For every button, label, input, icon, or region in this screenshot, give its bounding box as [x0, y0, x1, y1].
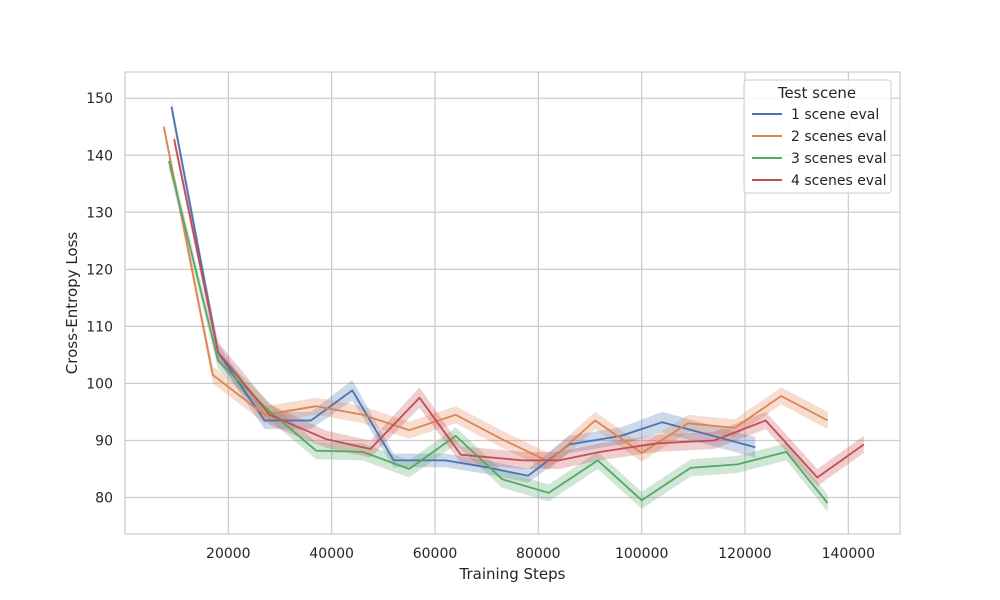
legend-title: Test scene — [777, 84, 856, 102]
x-tick-label: 80000 — [516, 546, 561, 562]
y-tick-label: 100 — [86, 376, 113, 392]
x-tick-label: 60000 — [413, 546, 458, 562]
x-tick-labels: 20000 40000 60000 80000 100000 120000 140000 — [206, 546, 875, 562]
plot-frame — [124, 71, 901, 535]
y-tick-label: 110 — [86, 319, 113, 335]
legend-items: 1 scene eval 2 scenes eval 3 scenes eval 4 … — [752, 107, 887, 189]
series-line-1-scene-eval — [170, 106, 756, 477]
y-tick-label: 80 — [95, 490, 113, 506]
legend-box — [743, 79, 892, 194]
legend: Test scene 1 scene eval 2 scenes eval 3 sc… — [743, 79, 892, 194]
y-tick-labels: 80 90 100 110 120 130 140 150 — [86, 91, 113, 506]
legend-label: 1 scene eval — [791, 107, 879, 123]
ci-band-4-scenes-eval — [174, 133, 864, 487]
x-axis-title: Training Steps — [459, 565, 566, 583]
legend-label: 2 scenes eval — [791, 129, 887, 145]
x-tick-label: 20000 — [206, 546, 251, 562]
confidence-bands — [163, 99, 864, 512]
legend-label: 4 scenes eval — [791, 173, 887, 189]
x-tick-label: 40000 — [309, 546, 354, 562]
y-tick-label: 90 — [95, 433, 113, 449]
series-lines — [162, 106, 865, 504]
y-tick-label: 130 — [86, 205, 113, 221]
y-axis-title: Cross-Entropy Loss — [63, 232, 81, 375]
series-line-4-scenes-eval — [173, 139, 865, 479]
grid — [125, 72, 900, 534]
y-tick-label: 140 — [86, 148, 113, 164]
x-tick-label: 140000 — [822, 546, 875, 562]
x-tick-label: 120000 — [718, 546, 771, 562]
series-line-3-scenes-eval — [168, 160, 829, 504]
series-line-2-scenes-eval — [162, 126, 829, 463]
y-tick-label: 150 — [86, 91, 113, 107]
y-tick-label: 120 — [86, 262, 113, 278]
legend-label: 3 scenes eval — [791, 151, 887, 167]
x-tick-label: 100000 — [615, 546, 668, 562]
